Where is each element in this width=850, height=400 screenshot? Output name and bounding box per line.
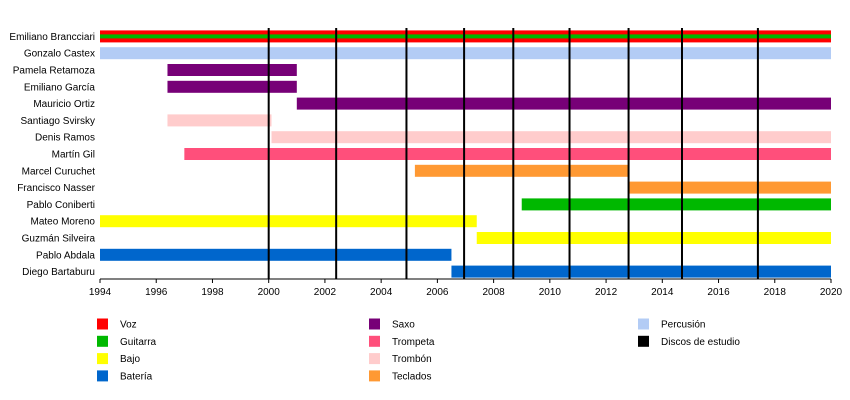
studio-album-lines <box>267 28 759 279</box>
x-tick-label-2000: 2000 <box>258 287 281 298</box>
bar-marcel-curuchet-teclados <box>414 164 629 177</box>
legend-label-bajo: Bajo <box>120 354 140 365</box>
bar-denis-ramos-trombon <box>271 131 831 144</box>
legend-swatch-discos <box>638 335 649 347</box>
x-tick-label-1996: 1996 <box>145 287 168 298</box>
x-tick-label-2016: 2016 <box>707 287 730 298</box>
legend-swatch-trombon <box>369 353 380 365</box>
x-tick-label-2020: 2020 <box>820 287 843 298</box>
legend-label-percusion: Percusión <box>661 320 705 331</box>
member-name-marcel-curuchet: Marcel Curuchet <box>22 166 96 177</box>
x-tick-label-2004: 2004 <box>370 287 393 298</box>
legend-label-guitarra: Guitarra <box>120 337 157 348</box>
member-name-pamela-retamoza: Pamela Retamoza <box>13 66 96 77</box>
bar-emiliano-brancciari-guitarra <box>100 34 831 39</box>
legend: Voz Guitarra Bajo Batería Saxo Trompeta Trombó… <box>97 318 740 382</box>
legend-label-trombon: Trombón <box>392 354 432 365</box>
bar-guzman-silveira-bajo <box>476 232 831 244</box>
legend-label-discos: Discos de estudio <box>661 337 740 348</box>
legend-swatch-bateria <box>97 370 108 382</box>
x-tick-label-2012: 2012 <box>595 287 618 298</box>
bar-santiago-svirsky-trombon <box>167 114 272 127</box>
legend-label-teclados: Teclados <box>392 371 431 382</box>
member-name-gonzalo-castex: Gonzalo Castex <box>24 49 95 60</box>
member-name-emiliano-brancciari: Emiliano Brancciari <box>9 32 95 43</box>
bar-pablo-coniberti-guitarra <box>521 198 831 211</box>
member-name-martin-gil: Martín Gil <box>52 150 95 161</box>
legend-label-saxo: Saxo <box>392 320 415 331</box>
legend-swatch-bajo <box>97 353 108 365</box>
x-tick-label-2010: 2010 <box>539 287 562 298</box>
member-name-pablo-coniberti: Pablo Coniberti <box>27 200 95 211</box>
x-tick-label-2002: 2002 <box>314 287 337 298</box>
x-tick-label-1998: 1998 <box>201 287 224 298</box>
bar-martin-gil-trompeta <box>184 148 831 160</box>
member-name-francisco-nasser: Francisco Nasser <box>17 183 95 194</box>
legend-label-trompeta: Trompeta <box>392 337 435 348</box>
member-name-santiago-svirsky: Santiago Svirsky <box>21 116 95 127</box>
legend-swatch-voz <box>97 318 108 330</box>
member-name-diego-bartaburu: Diego Bartaburu <box>22 267 95 278</box>
bar-mateo-moreno-bajo <box>100 215 477 228</box>
x-tick-label-2006: 2006 <box>426 287 449 298</box>
bar-francisco-nasser-teclados <box>628 181 831 194</box>
legend-swatch-trompeta <box>369 335 380 347</box>
bar-diego-bartaburu-bateria <box>451 265 831 278</box>
x-tick-label-2008: 2008 <box>482 287 505 298</box>
member-name-pablo-abdala: Pablo Abdala <box>36 250 95 261</box>
legend-swatch-teclados <box>369 370 380 382</box>
x-axis: 1994 1996 1998 2000 2002 2004 2006 2008 2010 2012… <box>89 278 843 298</box>
member-name-mauricio-ortiz: Mauricio Ortiz <box>33 99 95 110</box>
legend-swatch-guitarra <box>97 335 108 347</box>
member-name-mateo-moreno: Mateo Moreno <box>31 217 96 228</box>
bar-pamela-retamoza-saxo <box>167 64 297 76</box>
member-name-guzman-silveira: Guzmán Silveira <box>22 234 96 245</box>
legend-swatch-percusion <box>638 318 649 330</box>
bar-pablo-abdala-bateria <box>100 248 452 261</box>
bar-mauricio-ortiz-saxo <box>296 97 831 110</box>
legend-label-bateria: Batería <box>120 371 153 382</box>
x-tick-label-2018: 2018 <box>764 287 787 298</box>
legend-label-voz: Voz <box>120 320 137 331</box>
x-tick-label-1994: 1994 <box>89 287 112 298</box>
x-tick-label-2014: 2014 <box>651 287 674 298</box>
legend-swatch-saxo <box>369 318 380 330</box>
member-name-emiliano-garcia: Emiliano García <box>24 82 96 93</box>
member-names: Emiliano Brancciari Gonzalo Castex Pamela … <box>9 32 95 278</box>
member-bars <box>100 30 831 278</box>
bar-emiliano-garcia-saxo <box>167 80 297 93</box>
bar-gonzalo-castex-percusion <box>100 47 831 60</box>
member-name-denis-ramos: Denis Ramos <box>35 133 95 144</box>
